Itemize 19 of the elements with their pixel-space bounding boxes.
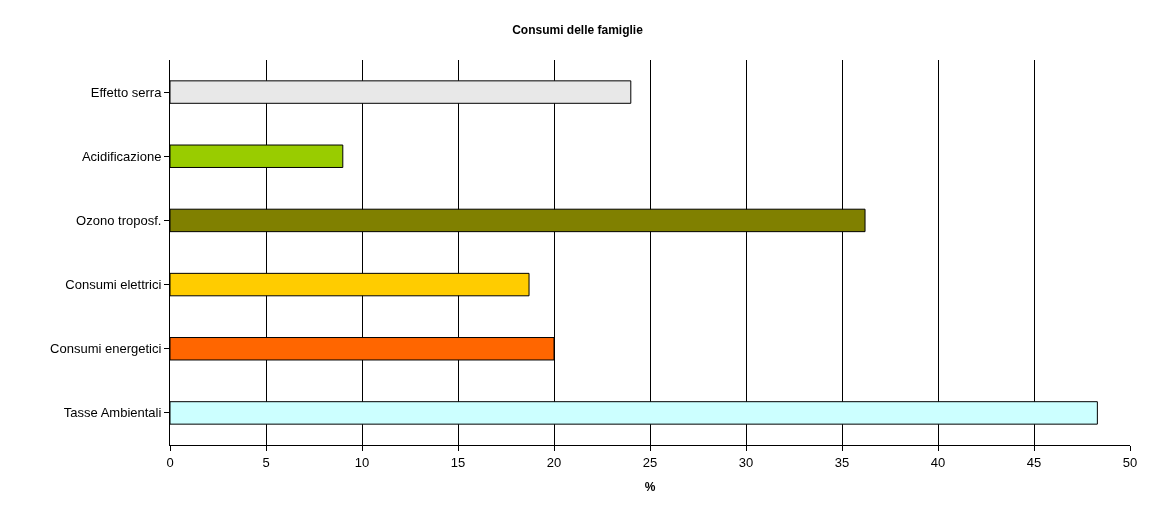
x-tick-label: 10 (354, 454, 370, 470)
y-tick-label: Acidificazione (81, 148, 162, 164)
x-axis-title: % (644, 480, 656, 494)
x-tick-label: 25 (642, 454, 658, 470)
y-tick-label: Consumi elettrici (65, 277, 162, 293)
chart-title: Consumi delle famiglie (512, 23, 644, 38)
x-tick-label: 40 (930, 454, 946, 470)
x-tick-label: 30 (738, 454, 754, 470)
y-tick-label: Ozono troposf. (76, 212, 162, 228)
x-tick-label: 20 (546, 454, 562, 470)
x-tick-label: 50 (1122, 454, 1138, 470)
x-tick-label: 15 (450, 454, 466, 470)
x-tick-label: 45 (1026, 454, 1042, 470)
y-tick-label: Consumi energetici (50, 341, 162, 357)
y-tick-label: Tasse Ambientali (63, 405, 162, 421)
x-tick-label: 5 (262, 454, 270, 470)
x-tick-label: 0 (166, 454, 174, 470)
y-tick-label: Effetto serra (90, 84, 163, 100)
x-tick-label: 35 (834, 454, 850, 470)
